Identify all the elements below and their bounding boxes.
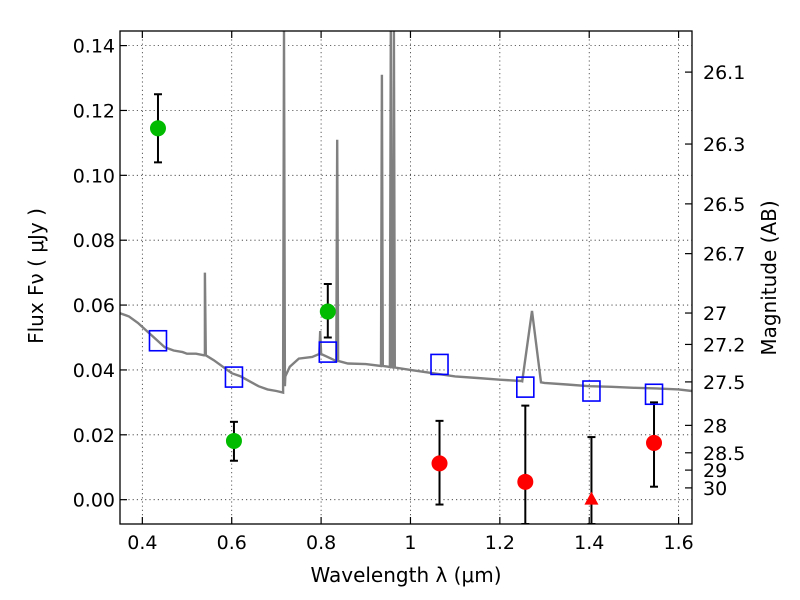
model-square [582, 380, 601, 402]
x-axis-label: Wavelength λ (μm) [310, 563, 501, 587]
right-tick-label: 27 [703, 303, 727, 325]
model-square [644, 383, 664, 406]
y-tick-label: 0.00 [73, 490, 115, 512]
model-square [430, 353, 449, 376]
plot-frame [119, 30, 693, 525]
x-tick-label: 0.8 [306, 532, 336, 554]
template-spectrum-layer [120, 31, 692, 395]
right-tick-label: 28.5 [703, 443, 745, 465]
right-tick-label: 30 [703, 478, 727, 500]
y-tick-label: 0.12 [73, 100, 115, 122]
y-tick-label: 0.08 [73, 230, 115, 252]
right-tick-label: 26.5 [703, 194, 745, 216]
model-square [318, 341, 338, 363]
right-tick-label: 26.1 [703, 62, 745, 84]
y-tick-label: 0.02 [73, 425, 115, 447]
x-tick-label: 1 [404, 532, 416, 554]
data-point-circle [646, 434, 663, 451]
right-tick-label: 28 [703, 415, 727, 437]
right-tick-label: 26.7 [703, 244, 745, 266]
right-tick-label: 26.3 [703, 134, 745, 156]
data-point-circle [149, 120, 166, 137]
tick-layer: 0.4 0.6 0.8 1 1.2 1.4 1.6 0.00 0.02 0.04 0.06 0.08 0… [73, 31, 745, 554]
x-tick-label: 0.6 [217, 532, 247, 554]
right-axis-label: Magnitude (AB) [757, 200, 781, 355]
model-square [224, 366, 244, 388]
x-tick-label: 1.6 [663, 532, 693, 554]
data-point-circle [431, 455, 448, 472]
data-markers-layer [148, 93, 664, 524]
data-point-triangle [584, 491, 599, 505]
right-tick-label: 29 [703, 460, 727, 482]
x-tick-label: 1.2 [485, 532, 515, 554]
y-tick-label: 0.06 [73, 295, 115, 317]
right-tick-label: 27.2 [703, 334, 745, 356]
data-point-circle [225, 432, 242, 449]
data-point-circle [517, 473, 534, 490]
model-square [148, 329, 168, 352]
model-square [516, 376, 535, 398]
y-tick-label: 0.10 [73, 165, 115, 187]
template-spectrum-line [120, 31, 692, 395]
y-tick-label: 0.14 [73, 36, 115, 58]
data-point-circle [319, 303, 336, 320]
right-tick-label: 27.5 [703, 372, 745, 394]
y-tick-label: 0.04 [73, 360, 115, 382]
x-tick-label: 0.4 [127, 532, 157, 554]
y-axis-label: Flux Fν ( μJy ) [24, 208, 48, 344]
x-tick-label: 1.4 [574, 532, 604, 554]
